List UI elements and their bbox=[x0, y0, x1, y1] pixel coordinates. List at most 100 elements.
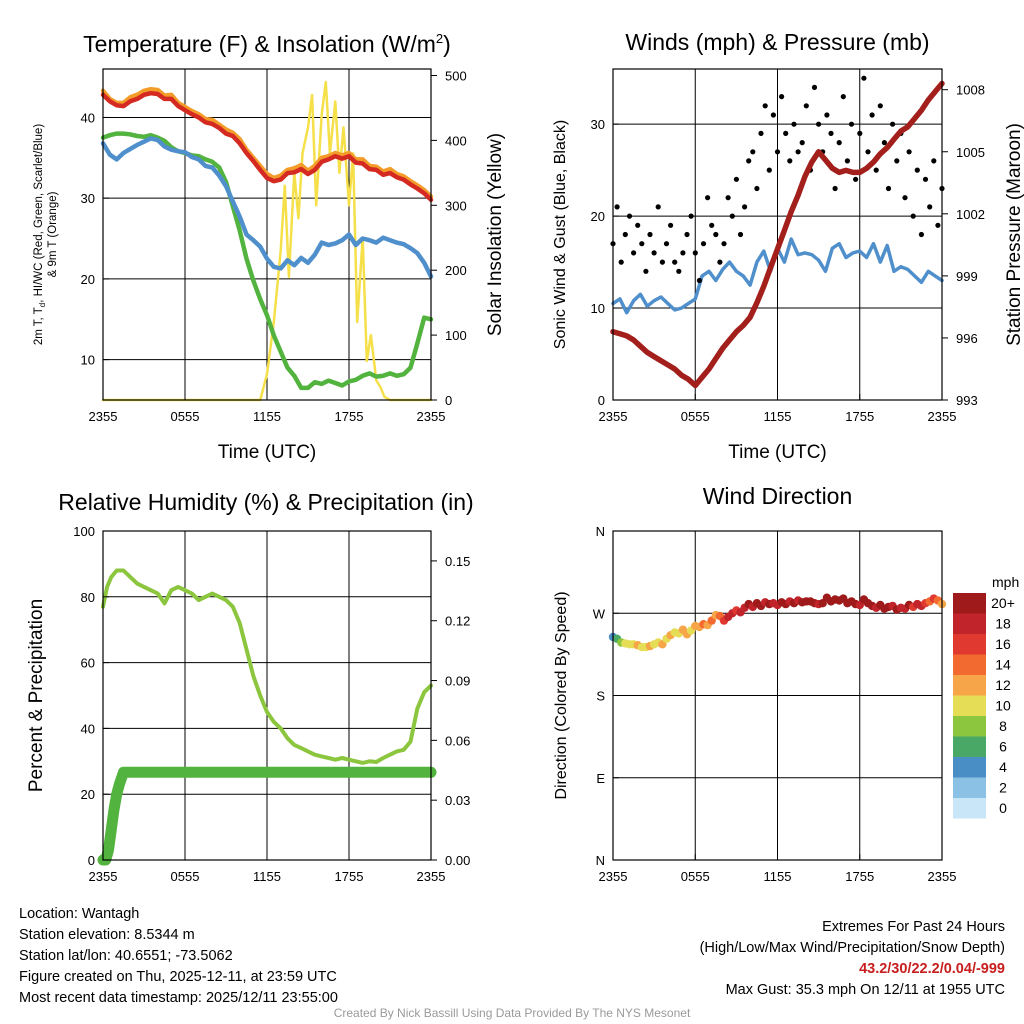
y2-tick-label: 1005 bbox=[956, 145, 985, 160]
gust-point bbox=[910, 213, 916, 219]
x-tick-label: 0555 bbox=[171, 869, 200, 884]
gust-point bbox=[803, 103, 809, 109]
y-axis-label-line1: 2m T, Td, HI/WC (Red, Green, Scarlet/Blu… bbox=[33, 124, 47, 345]
legend-label: 4 bbox=[999, 759, 1007, 775]
y-axis-label: Percent & Precipitation bbox=[26, 599, 47, 792]
y2-tick-label: 0.09 bbox=[445, 674, 470, 689]
gust-point bbox=[700, 241, 707, 247]
x-tick-label: 2355 bbox=[417, 869, 446, 884]
gust-point bbox=[774, 149, 781, 155]
gust-point bbox=[758, 130, 764, 136]
x-tick-label: 2355 bbox=[417, 409, 446, 424]
latlon-text: Station lat/lon: 40.6551; -73.5062 bbox=[19, 948, 233, 964]
legend-label: 0 bbox=[999, 800, 1007, 816]
y-tick-label: N bbox=[596, 853, 605, 868]
x-tick-label: 0555 bbox=[681, 869, 710, 884]
gust-point bbox=[824, 112, 830, 118]
y2-axis-label: Solar Insolation (Yellow) bbox=[485, 133, 506, 336]
x-tick-label: 1155 bbox=[764, 869, 792, 884]
gust-point bbox=[890, 121, 896, 127]
gust-point bbox=[766, 167, 772, 173]
gust-point bbox=[857, 130, 863, 136]
x-tick-label: 0555 bbox=[171, 409, 200, 424]
gust-point bbox=[861, 75, 867, 81]
x-tick-label: 1755 bbox=[845, 409, 874, 424]
gust-point bbox=[635, 222, 641, 228]
gust-point bbox=[746, 158, 752, 164]
y-tick-label: 20 bbox=[81, 272, 95, 287]
y2-tick-label: 0.03 bbox=[445, 793, 470, 808]
gust-point bbox=[684, 231, 690, 238]
gust-point bbox=[676, 268, 682, 274]
y-tick-label: 0 bbox=[598, 393, 605, 408]
gust-point bbox=[791, 121, 797, 127]
gust-point bbox=[873, 167, 879, 173]
legend-swatch bbox=[953, 798, 986, 819]
legend-label: 16 bbox=[995, 636, 1011, 652]
legend-swatch bbox=[953, 654, 986, 675]
y-tick-label: 20 bbox=[591, 209, 605, 224]
legend-label: 10 bbox=[995, 698, 1011, 714]
chart-3: 2355 0555 1155 1755 23550204060801000.000.03… bbox=[26, 489, 474, 884]
legend-swatch bbox=[953, 716, 986, 737]
legend-label: 6 bbox=[999, 739, 1007, 755]
x-tick-label: 2355 bbox=[928, 409, 957, 424]
gust-point bbox=[931, 158, 937, 164]
credit-text: Created By Nick Bassill Using Data Provi… bbox=[333, 1006, 691, 1020]
gust-point bbox=[836, 140, 842, 146]
gust-point bbox=[840, 94, 846, 100]
gust-point bbox=[799, 140, 805, 146]
gust-point bbox=[696, 277, 703, 284]
series-line-station-pressure bbox=[610, 80, 945, 389]
y-tick-label: 100 bbox=[73, 524, 95, 539]
legend-swatch bbox=[953, 757, 986, 778]
y2-tick-label: 0.06 bbox=[445, 733, 470, 748]
gust-point bbox=[692, 250, 698, 256]
y2-tick-label: 0 bbox=[445, 393, 452, 408]
legend-title: mph bbox=[992, 574, 1019, 590]
x-tick-label: 2355 bbox=[599, 869, 628, 884]
legend-label: 8 bbox=[999, 718, 1007, 734]
legend-swatch bbox=[953, 675, 986, 696]
gust-point bbox=[721, 241, 727, 247]
chart-1: 2355 0555 1155 1755 235510203040010020030040… bbox=[33, 31, 506, 463]
legend-label: 2 bbox=[999, 780, 1007, 796]
y-axis-label: 2m T, Td, HI/WC (Red, Green, Scarlet/Blu… bbox=[33, 124, 59, 345]
legend-swatch bbox=[953, 593, 986, 614]
x-axis-label: Time (UTC) bbox=[218, 442, 317, 463]
gust-point bbox=[762, 103, 768, 109]
extremes-title: Extremes For Past 24 Hours bbox=[822, 919, 1005, 935]
gust-point bbox=[877, 103, 883, 109]
y2-tick-label: 999 bbox=[956, 269, 978, 284]
y2-tick-label: 1002 bbox=[956, 207, 985, 222]
gust-point bbox=[927, 204, 933, 210]
created-text: Figure created on Thu, 2025-12-11, at 23… bbox=[19, 969, 337, 985]
gust-point bbox=[881, 140, 888, 146]
y2-axis-label: Station Pressure (Maroon) bbox=[1004, 123, 1024, 346]
gust-point bbox=[705, 195, 711, 201]
series-line-precipitation bbox=[97, 766, 437, 866]
series-line-td bbox=[100, 131, 434, 391]
y-tick-label: 20 bbox=[81, 787, 95, 802]
y-axis-label-subscript: d bbox=[38, 303, 47, 307]
gust-point bbox=[631, 250, 637, 256]
x-tick-label: 1155 bbox=[253, 409, 281, 424]
gust-point bbox=[914, 167, 920, 173]
gust-point bbox=[622, 231, 628, 238]
y-axis-label: Direction (Colored By Speed) bbox=[553, 591, 570, 799]
x-axis-label: Time (UTC) bbox=[728, 442, 827, 463]
gust-point bbox=[754, 185, 760, 192]
gust-point bbox=[659, 259, 666, 265]
gust-point bbox=[885, 185, 892, 192]
y2-tick-label: 100 bbox=[445, 328, 467, 343]
y-axis-label-rest: , HI/WC (Red, Green, Scarlet/Blue) bbox=[33, 124, 45, 303]
gust-point bbox=[750, 149, 756, 155]
y-tick-label: 30 bbox=[591, 117, 605, 132]
y2-tick-label: 300 bbox=[445, 198, 467, 213]
y-tick-label: 80 bbox=[81, 590, 95, 605]
x-tick-label: 2355 bbox=[928, 869, 957, 884]
elevation-text: Station elevation: 8.5344 m bbox=[19, 927, 195, 943]
y-tick-label: 10 bbox=[591, 301, 605, 316]
